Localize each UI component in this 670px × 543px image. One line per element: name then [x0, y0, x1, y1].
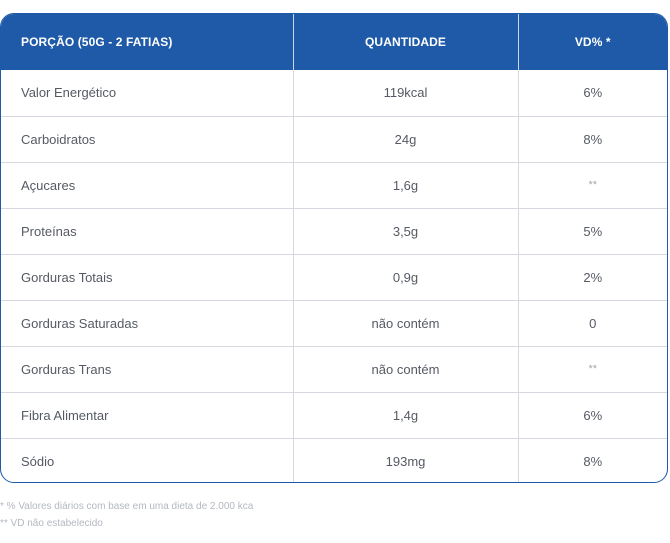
- nutrient-name: Carboidratos: [1, 115, 294, 162]
- nutrient-quantity: não contém: [293, 345, 519, 392]
- header-row: PORÇÃO (50G - 2 FATIAS) QUANTIDADE VD% *: [1, 14, 667, 70]
- nutrition-table: PORÇÃO (50G - 2 FATIAS) QUANTIDADE VD% *…: [0, 13, 668, 483]
- nutrition-facts-table: PORÇÃO (50G - 2 FATIAS) QUANTIDADE VD% *…: [1, 14, 667, 482]
- nutrient-name: Fibra Alimentar: [1, 391, 294, 438]
- nutrient-daily-value: **: [518, 345, 667, 392]
- nutrient-name: Gorduras Trans: [1, 345, 294, 392]
- nutrient-name: Proteínas: [1, 207, 294, 254]
- nutrient-daily-value: 6%: [518, 391, 667, 438]
- nutrient-name: Gorduras Totais: [1, 253, 294, 300]
- nutrient-daily-value: **: [518, 161, 667, 208]
- table-row: Carboidratos 24g 8%: [1, 115, 667, 162]
- nutrient-quantity: 3,5g: [293, 207, 519, 254]
- nutrient-name: Açucares: [1, 161, 294, 208]
- nutrient-quantity: não contém: [293, 299, 519, 346]
- table-header: PORÇÃO (50G - 2 FATIAS) QUANTIDADE VD% *: [1, 14, 667, 70]
- table-row: Valor Energético 119kcal 6%: [1, 70, 667, 116]
- nutrient-daily-value: 8%: [518, 437, 667, 482]
- nutrient-quantity: 1,4g: [293, 391, 519, 438]
- header-daily-value: VD% *: [574, 35, 611, 49]
- header-quantity: QUANTIDADE: [293, 14, 519, 70]
- nutrient-quantity: 119kcal: [293, 70, 519, 116]
- daily-value-footnote: * % Valores diários com base em uma diet…: [0, 501, 254, 512]
- table-row: Proteínas 3,5g 5%: [1, 207, 667, 254]
- nutrient-name: Gorduras Saturadas: [1, 299, 294, 346]
- table-row: Fibra Alimentar 1,4g 6%: [1, 391, 667, 438]
- header-portion: PORÇÃO (50G - 2 FATIAS): [1, 14, 294, 70]
- nutrient-quantity: 193mg: [293, 437, 519, 482]
- table-row: Gorduras Trans não contém **: [1, 345, 667, 392]
- nutrient-daily-value: 5%: [518, 207, 667, 254]
- table-row: Gorduras Totais 0,9g 2%: [1, 253, 667, 300]
- nutrient-daily-value: 0: [518, 299, 667, 346]
- nutrient-name: Sódio: [1, 437, 294, 482]
- not-established-footnote: ** VD não estabelecido: [0, 518, 103, 529]
- nutrient-daily-value: 6%: [583, 85, 603, 101]
- nutrient-daily-value: 8%: [518, 115, 667, 162]
- table-row: Gorduras Saturadas não contém 0: [1, 299, 667, 346]
- table-row: Açucares 1,6g **: [1, 161, 667, 208]
- nutrient-quantity: 0,9g: [293, 253, 519, 300]
- nutrient-quantity: 24g: [293, 115, 519, 162]
- nutrient-name: Valor Energético: [1, 70, 294, 116]
- footnotes: * % Valores diários com base em uma diet…: [0, 498, 253, 532]
- nutrient-quantity: 1,6g: [293, 161, 519, 208]
- table-row: Sódio 193mg 8%: [1, 437, 667, 482]
- nutrient-daily-value: 2%: [518, 253, 667, 300]
- table-body: Valor Energético 119kcal 6% Carboidratos…: [1, 70, 667, 482]
